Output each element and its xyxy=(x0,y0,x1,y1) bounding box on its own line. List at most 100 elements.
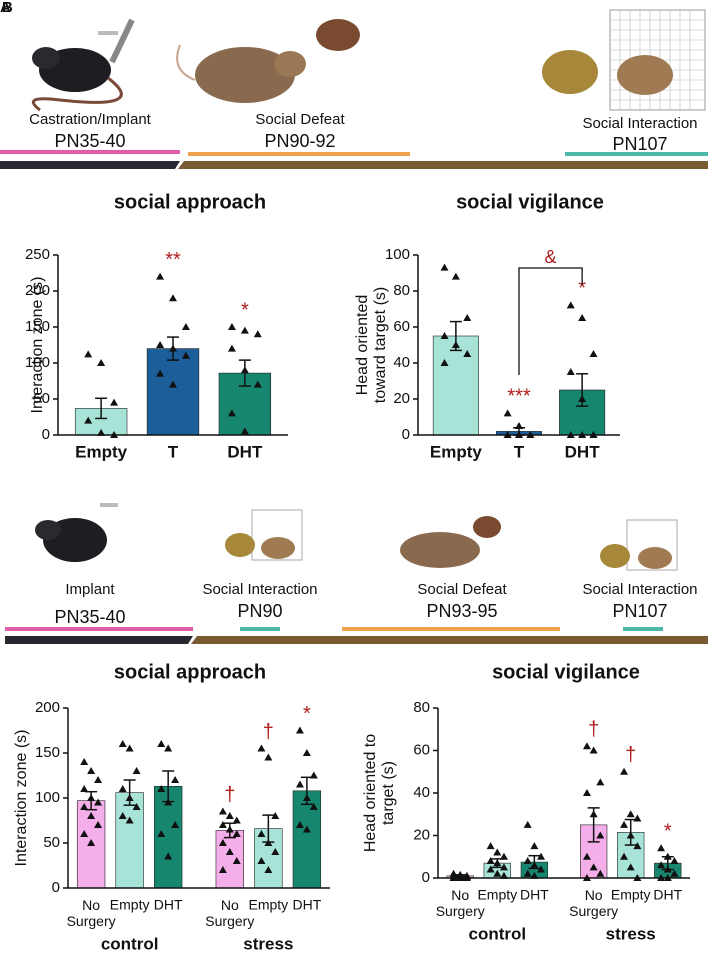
y-tick-label: 20 xyxy=(393,390,410,407)
significance-mark: * xyxy=(303,703,311,725)
data-point xyxy=(523,857,532,864)
bar xyxy=(115,792,144,889)
data-point xyxy=(253,330,262,338)
data-point xyxy=(157,785,166,792)
data-point xyxy=(156,369,165,377)
data-point xyxy=(596,831,605,839)
data-point xyxy=(181,323,190,330)
data-point xyxy=(589,350,598,357)
data-point xyxy=(440,332,449,339)
y-tick-label: 250 xyxy=(25,246,50,263)
timeline-bars xyxy=(0,150,708,644)
data-point xyxy=(227,344,236,352)
data-point xyxy=(663,865,672,873)
x-tick-label: Empty xyxy=(430,442,483,461)
data-point xyxy=(530,871,539,879)
data-point xyxy=(493,869,502,877)
chart-title: social approach xyxy=(114,661,266,683)
data-point xyxy=(97,428,106,436)
event-time: PN93-95 xyxy=(426,601,497,621)
data-point xyxy=(295,726,304,734)
data-point xyxy=(499,852,508,860)
data-point xyxy=(486,842,495,850)
comparison-bracket xyxy=(518,267,583,375)
y-tick-label: 40 xyxy=(393,354,410,371)
bar xyxy=(292,790,322,889)
y-tick-label: 0 xyxy=(422,869,430,886)
x-tick-label: Empty xyxy=(477,887,517,903)
event-time: PN107 xyxy=(612,601,667,621)
data-point xyxy=(620,767,629,775)
data-point xyxy=(530,842,539,850)
chart-title: social approach xyxy=(114,191,266,213)
data-point xyxy=(440,359,449,366)
data-point xyxy=(169,294,177,302)
data-point xyxy=(582,789,591,796)
y-axis-label: Head oriented to xyxy=(362,734,379,852)
data-point xyxy=(84,416,93,424)
data-point xyxy=(486,865,495,873)
bracket-label: & xyxy=(545,247,557,267)
data-point xyxy=(302,825,311,833)
data-point xyxy=(171,776,180,783)
data-point xyxy=(157,830,166,837)
data-point xyxy=(499,863,508,871)
event-time: PN35-40 xyxy=(54,607,125,627)
data-point xyxy=(232,857,241,864)
data-point xyxy=(164,852,173,860)
data-point xyxy=(657,861,666,869)
data-point xyxy=(620,852,629,860)
x-tick-label: T xyxy=(514,442,525,461)
data-point xyxy=(537,852,546,860)
x-tick-label: DHT xyxy=(154,897,183,913)
group-label: control xyxy=(101,934,159,952)
chart-title: social vigilance xyxy=(456,191,604,213)
data-point xyxy=(253,380,262,388)
x-tick-label: T xyxy=(168,442,179,461)
data-point xyxy=(515,422,523,429)
y-tick-label: 80 xyxy=(393,282,410,299)
data-point xyxy=(218,839,227,846)
data-point xyxy=(227,409,236,417)
y-tick-label: 80 xyxy=(413,699,430,716)
data-point xyxy=(626,810,635,818)
y-tick-label: 60 xyxy=(413,741,430,758)
data-point xyxy=(169,380,177,388)
y-tick-label: 100 xyxy=(25,354,50,371)
data-point xyxy=(80,830,89,837)
y-axis-label: toward target (s) xyxy=(372,287,389,403)
data-point xyxy=(232,816,241,824)
data-point xyxy=(97,359,106,366)
data-point xyxy=(225,812,234,819)
data-point xyxy=(225,825,234,833)
data-point xyxy=(232,830,241,837)
data-point xyxy=(589,863,598,871)
y-tick-label: 100 xyxy=(35,789,60,806)
data-point xyxy=(87,794,96,801)
data-point xyxy=(626,831,635,839)
data-point xyxy=(657,844,666,852)
y-tick-label: 20 xyxy=(413,826,430,843)
data-point xyxy=(87,839,96,846)
data-point xyxy=(578,314,587,321)
data-point xyxy=(164,744,173,752)
significance-mark: † xyxy=(263,721,274,743)
data-point xyxy=(633,814,642,822)
data-point xyxy=(218,807,227,815)
bar xyxy=(215,830,244,889)
data-point xyxy=(257,830,266,837)
y-tick-label: 150 xyxy=(35,744,60,761)
data-point xyxy=(110,398,119,406)
data-point xyxy=(156,341,165,348)
data-point xyxy=(218,866,227,873)
data-point xyxy=(240,326,249,334)
event-time: PN90-92 xyxy=(264,131,335,151)
data-point xyxy=(295,821,304,828)
y-tick-label: 150 xyxy=(25,318,50,335)
data-point xyxy=(240,366,249,374)
x-tick-label: Empty xyxy=(75,442,128,461)
data-point xyxy=(463,350,472,357)
bar xyxy=(146,348,200,436)
data-point xyxy=(566,301,575,309)
